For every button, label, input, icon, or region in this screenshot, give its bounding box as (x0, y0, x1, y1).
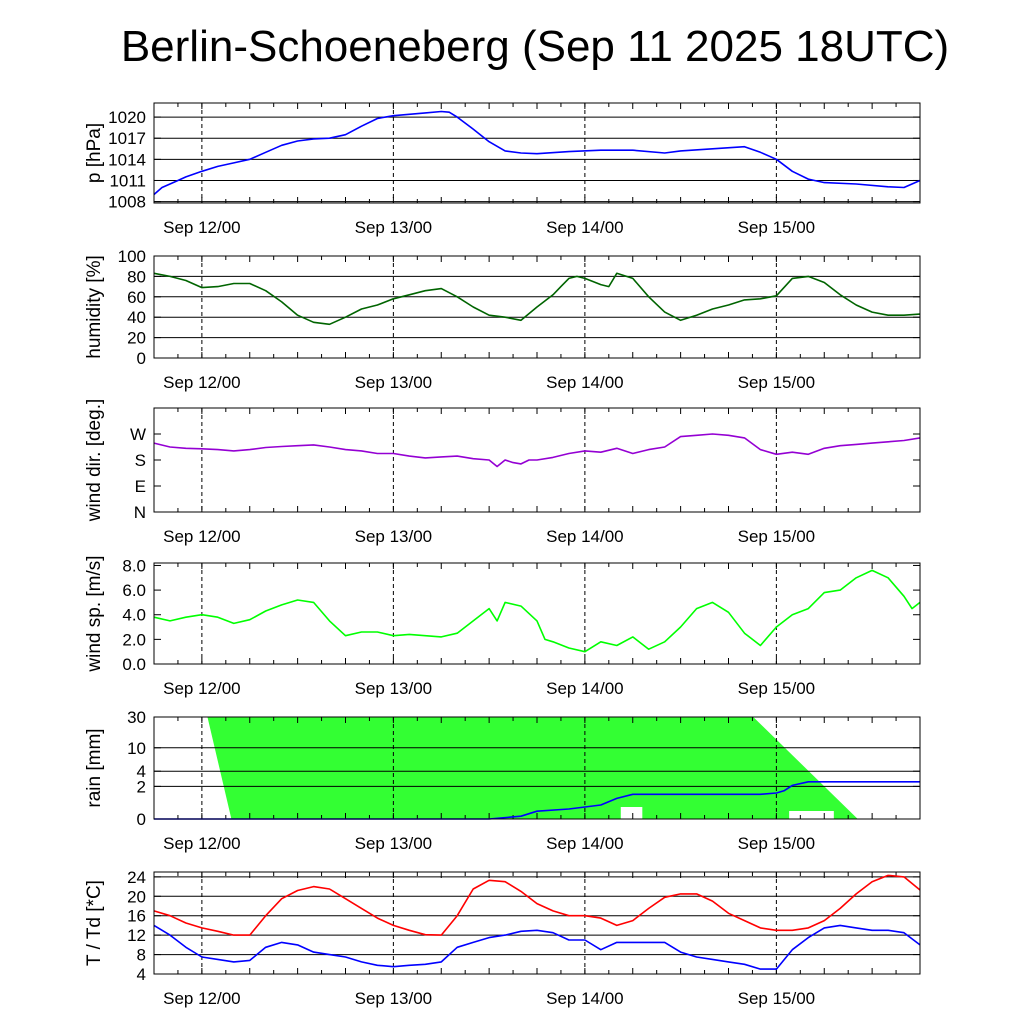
pressure-frame (153, 102, 921, 204)
x-tick-label: Sep 15/00 (738, 373, 816, 392)
wind-speed-series-1-line (153, 569, 921, 653)
humidity-frame (153, 255, 921, 359)
x-tick-label: Sep 12/00 (163, 527, 241, 546)
y-tick-label: 6.0 (122, 581, 146, 600)
y-tick-label: 100 (118, 247, 146, 266)
temperature-series-1-line (153, 874, 921, 936)
x-tick-label: Sep 12/00 (163, 373, 241, 392)
rain-series-1-line (154, 780, 920, 820)
x-tick-label: Sep 15/00 (738, 527, 816, 546)
y-tick-label: 24 (127, 868, 146, 887)
x-tick-label: Sep 15/00 (738, 679, 816, 698)
y-tick-label: 0 (137, 810, 146, 829)
y-tick-label: 2.0 (122, 630, 146, 649)
x-tick-label: Sep 12/00 (163, 989, 241, 1008)
x-tick-label: Sep 12/00 (163, 218, 241, 237)
x-tick-label: Sep 13/00 (355, 679, 433, 698)
x-tick-label: Sep 12/00 (163, 679, 241, 698)
x-tick-label: Sep 13/00 (355, 834, 433, 853)
temperature-series-2-line (153, 924, 921, 970)
y-tick-label: 40 (127, 308, 146, 327)
y-axis-label: humidity [%] (84, 255, 105, 358)
y-tick-label: 4 (137, 965, 146, 984)
y-tick-label: 1011 (109, 171, 146, 190)
x-tick-label: Sep 12/00 (163, 834, 241, 853)
temperature-frame (153, 871, 921, 975)
y-tick-label: 4 (137, 762, 146, 781)
y-tick-label: S (135, 451, 146, 470)
y-tick-label: 0.0 (122, 655, 146, 674)
y-tick-label: 8 (137, 946, 146, 965)
rain-probability-band (207, 717, 858, 819)
y-tick-label: 8.0 (122, 556, 146, 575)
y-tick-label: N (134, 503, 146, 522)
y-tick-label: 0 (137, 349, 146, 368)
x-tick-label: Sep 15/00 (738, 989, 816, 1008)
y-tick-label: 20 (127, 329, 146, 348)
x-tick-label: Sep 13/00 (355, 527, 433, 546)
x-tick-label: Sep 13/00 (355, 373, 433, 392)
y-tick-label: 1008 (108, 193, 146, 212)
y-tick-label: 10 (127, 739, 146, 758)
y-tick-label: 1017 (108, 129, 146, 148)
y-tick-label: 1014 (108, 150, 146, 169)
x-tick-label: Sep 14/00 (546, 218, 624, 237)
rain-gap (789, 811, 834, 819)
x-tick-label: Sep 13/00 (355, 989, 433, 1008)
y-tick-label: 12 (127, 926, 146, 945)
y-axis-label: wind sp. [m/s] (84, 555, 105, 672)
y-tick-label: 1020 (108, 108, 146, 127)
y-tick-label: W (130, 425, 146, 444)
y-tick-label: 2 (137, 777, 146, 796)
y-tick-label: 16 (127, 907, 146, 926)
y-axis-label: p [hPa] (84, 123, 105, 183)
wind-dir-frame (153, 407, 921, 513)
x-tick-label: Sep 14/00 (546, 527, 624, 546)
y-tick-label: 4.0 (122, 606, 146, 625)
chart-title: Berlin-Schoeneberg (Sep 11 2025 18UTC) (120, 22, 950, 71)
y-tick-label: E (135, 477, 146, 496)
pressure-series-1-line (153, 110, 921, 196)
x-tick-label: Sep 14/00 (546, 989, 624, 1008)
x-tick-label: Sep 15/00 (738, 834, 816, 853)
y-tick-label: 20 (127, 887, 146, 906)
wind-dir-series-1-line (153, 433, 921, 468)
y-axis-label: T / Td [*C] (84, 880, 105, 966)
x-tick-label: Sep 14/00 (546, 373, 624, 392)
rain-frame (153, 716, 921, 820)
y-tick-label: 60 (127, 288, 146, 307)
humidity-series-1-line (153, 272, 921, 326)
x-tick-label: Sep 14/00 (546, 834, 624, 853)
y-axis-label: wind dir. [deg.] (84, 399, 105, 523)
wind-speed-frame (153, 562, 921, 665)
x-tick-label: Sep 14/00 (546, 679, 624, 698)
y-tick-label: 30 (127, 708, 146, 727)
y-axis-label: rain [mm] (84, 728, 105, 807)
rain-gap (620, 807, 643, 819)
x-tick-label: Sep 13/00 (355, 218, 433, 237)
x-tick-label: Sep 15/00 (738, 218, 816, 237)
y-tick-label: 80 (127, 267, 146, 286)
